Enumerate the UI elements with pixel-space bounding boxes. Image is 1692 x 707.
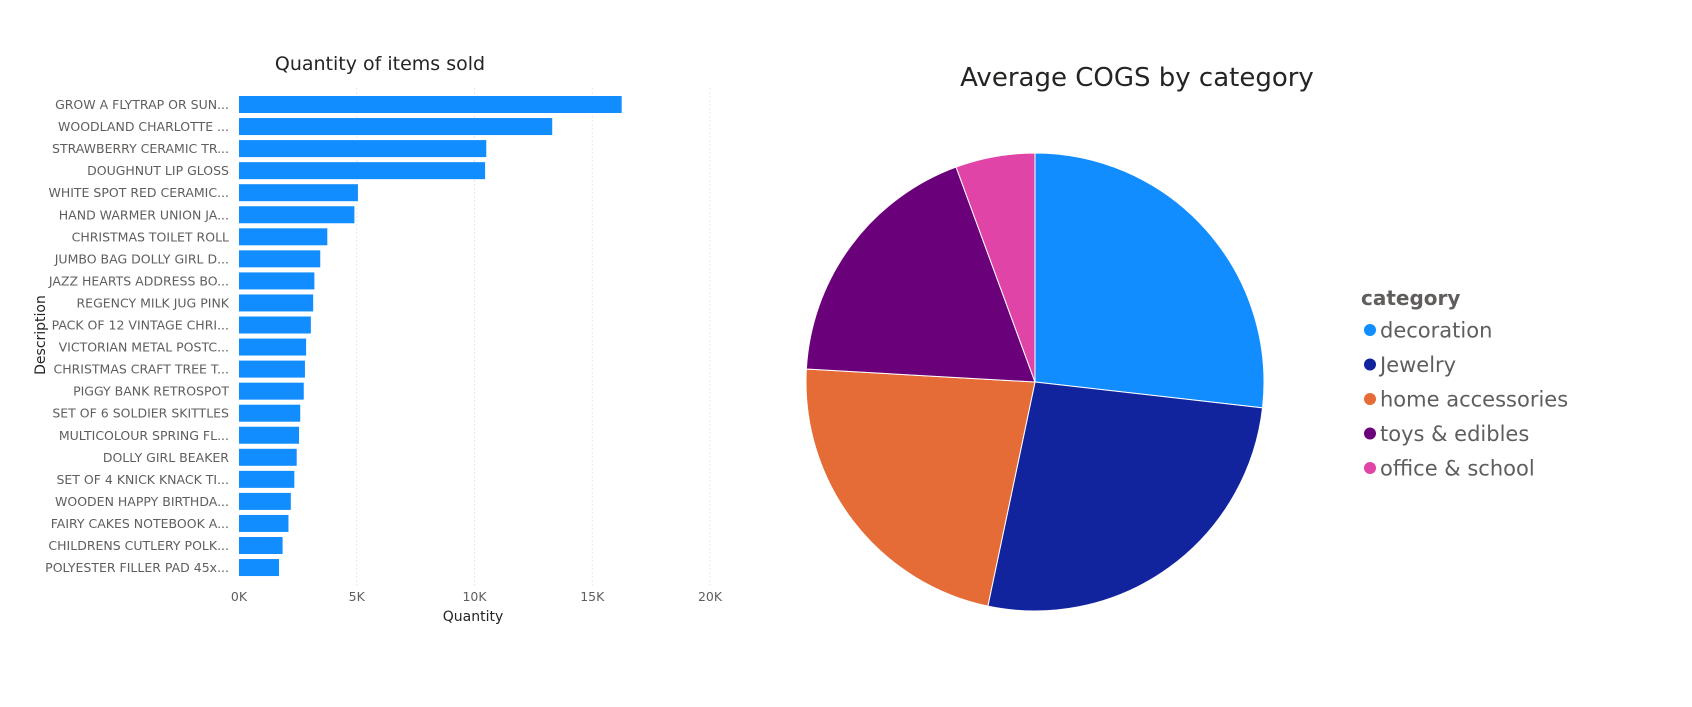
pie-slice[interactable] bbox=[1034, 152, 1265, 409]
bar-chart-bar[interactable] bbox=[239, 206, 355, 224]
bar-chart-category-label: FAIRY CAKES NOTEBOOK A... bbox=[51, 516, 229, 531]
bar-chart-bar[interactable] bbox=[239, 404, 301, 422]
bar-chart-x-tick-label: 20K bbox=[698, 589, 723, 604]
bar-chart-category-label: DOUGHNUT LIP GLOSS bbox=[87, 163, 229, 178]
pie-chart: Average COGS by category category decora… bbox=[805, 63, 1568, 612]
bar-chart-bar[interactable] bbox=[239, 250, 321, 268]
bar-chart-bar[interactable] bbox=[239, 118, 553, 136]
bar-chart-category-label: GROW A FLYTRAP OR SUN... bbox=[55, 97, 229, 112]
bar-chart-bar[interactable] bbox=[239, 537, 283, 554]
bar-chart-category-label: POLYESTER FILLER PAD 45x... bbox=[45, 560, 229, 575]
pie-chart-title: Average COGS by category bbox=[960, 63, 1314, 93]
bar-chart-x-tick-label: 15K bbox=[580, 589, 605, 604]
bar-chart-bar[interactable] bbox=[239, 448, 297, 466]
pie-slice[interactable] bbox=[805, 166, 1036, 383]
bar-chart-category-label: PIGGY BANK RETROSPOT bbox=[73, 384, 229, 399]
legend-item-label[interactable]: decoration bbox=[1380, 319, 1492, 343]
bar-chart-bar[interactable] bbox=[239, 514, 289, 532]
bar-chart-bars[interactable] bbox=[239, 96, 622, 577]
bar-chart-gridlines bbox=[356, 88, 711, 586]
bar-chart-bar[interactable] bbox=[239, 470, 295, 488]
pie-slice[interactable] bbox=[987, 381, 1264, 612]
legend-marker bbox=[1364, 462, 1376, 474]
bar-chart-bar[interactable] bbox=[239, 228, 328, 246]
legend-marker bbox=[1364, 393, 1376, 405]
bar-chart-x-tick-label: 5K bbox=[349, 589, 366, 604]
bar-chart-bar[interactable] bbox=[239, 360, 305, 378]
legend-item-label[interactable]: home accessories bbox=[1380, 388, 1568, 412]
bar-chart-y-axis-title: Description bbox=[33, 295, 49, 375]
bar-chart-x-tick-label: 0K bbox=[231, 589, 248, 604]
bar-chart-category-label: JAZZ HEARTS ADDRESS BO... bbox=[48, 273, 229, 288]
bar-chart-category-labels: GROW A FLYTRAP OR SUN... WOODLAND CHARLOT… bbox=[45, 97, 230, 575]
legend-item-label[interactable]: toys & edibles bbox=[1380, 422, 1529, 446]
bar-chart-x-axis-title: Quantity bbox=[443, 609, 504, 625]
bar-chart-category-label: SET OF 4 KNICK KNACK TI... bbox=[56, 472, 229, 487]
bar-chart-category-label: SET OF 6 SOLDIER SKITTLES bbox=[52, 406, 229, 421]
legend-marker bbox=[1364, 358, 1376, 371]
bar-chart-category-label: PACK OF 12 VINTAGE CHRI... bbox=[52, 318, 229, 333]
bar-chart-category-label: REGENCY MILK JUG PINK bbox=[76, 295, 229, 310]
bar-chart-bar[interactable] bbox=[239, 426, 300, 444]
bar-chart-bar[interactable] bbox=[239, 184, 358, 202]
bar-chart-bar[interactable] bbox=[239, 316, 311, 334]
bar-chart-bar[interactable] bbox=[239, 382, 304, 400]
legend-marker bbox=[1364, 324, 1376, 336]
bar-chart-x-tick-label: 10K bbox=[462, 589, 487, 604]
legend-marker bbox=[1364, 427, 1376, 440]
bar-chart-category-label: CHRISTMAS TOILET ROLL bbox=[72, 229, 229, 244]
bar-chart-bar[interactable] bbox=[239, 162, 486, 180]
legend-item-label[interactable]: office & school bbox=[1380, 457, 1535, 481]
bar-chart-category-label: HAND WARMER UNION JA... bbox=[59, 207, 229, 222]
bar-chart-bar[interactable] bbox=[239, 96, 622, 113]
bar-chart-category-label: JUMBO BAG DOLLY GIRL D... bbox=[54, 251, 229, 266]
legend-item-label[interactable]: Jewelry bbox=[1378, 353, 1456, 377]
pie-legend-title: category bbox=[1361, 286, 1460, 310]
bar-chart-bar[interactable] bbox=[239, 272, 315, 290]
bar-chart-category-label: DOLLY GIRL BEAKER bbox=[103, 450, 229, 465]
bar-chart-title: Quantity of items sold bbox=[275, 53, 485, 75]
bar-chart-category-label: WOODLAND CHARLOTTE ... bbox=[58, 119, 229, 134]
bar-chart-bar[interactable] bbox=[239, 492, 291, 510]
bar-chart-bar[interactable] bbox=[239, 338, 307, 356]
pie-slice[interactable] bbox=[955, 152, 1036, 383]
bar-chart-bar[interactable] bbox=[239, 294, 314, 312]
bar-chart-x-ticks: 0K 5K 10K 15K 20K bbox=[231, 589, 723, 604]
pie-slice[interactable] bbox=[805, 368, 1036, 607]
pie-chart-slices[interactable] bbox=[805, 152, 1265, 612]
bar-chart-category-label: MULTICOLOUR SPRING FL... bbox=[59, 428, 229, 443]
bar-chart-category-label: CHRISTMAS CRAFT TREE T... bbox=[53, 362, 229, 377]
bar-chart: Quantity of items sold GROW A FLYTRAP OR… bbox=[33, 53, 723, 625]
pie-legend[interactable]: decoration Jewelry home accessories toys & … bbox=[1364, 319, 1568, 481]
bar-chart-bar[interactable] bbox=[239, 559, 280, 577]
bar-chart-category-label: VICTORIAN METAL POSTC... bbox=[59, 340, 229, 355]
bar-chart-category-label: WOODEN HAPPY BIRTHDA... bbox=[55, 494, 229, 509]
bar-chart-bar[interactable] bbox=[239, 140, 487, 158]
bar-chart-category-label: CHILDRENS CUTLERY POLK... bbox=[48, 538, 229, 553]
bar-chart-category-label: WHITE SPOT RED CERAMIC... bbox=[48, 185, 229, 200]
bar-chart-category-label: STRAWBERRY CERAMIC TR... bbox=[52, 141, 229, 156]
